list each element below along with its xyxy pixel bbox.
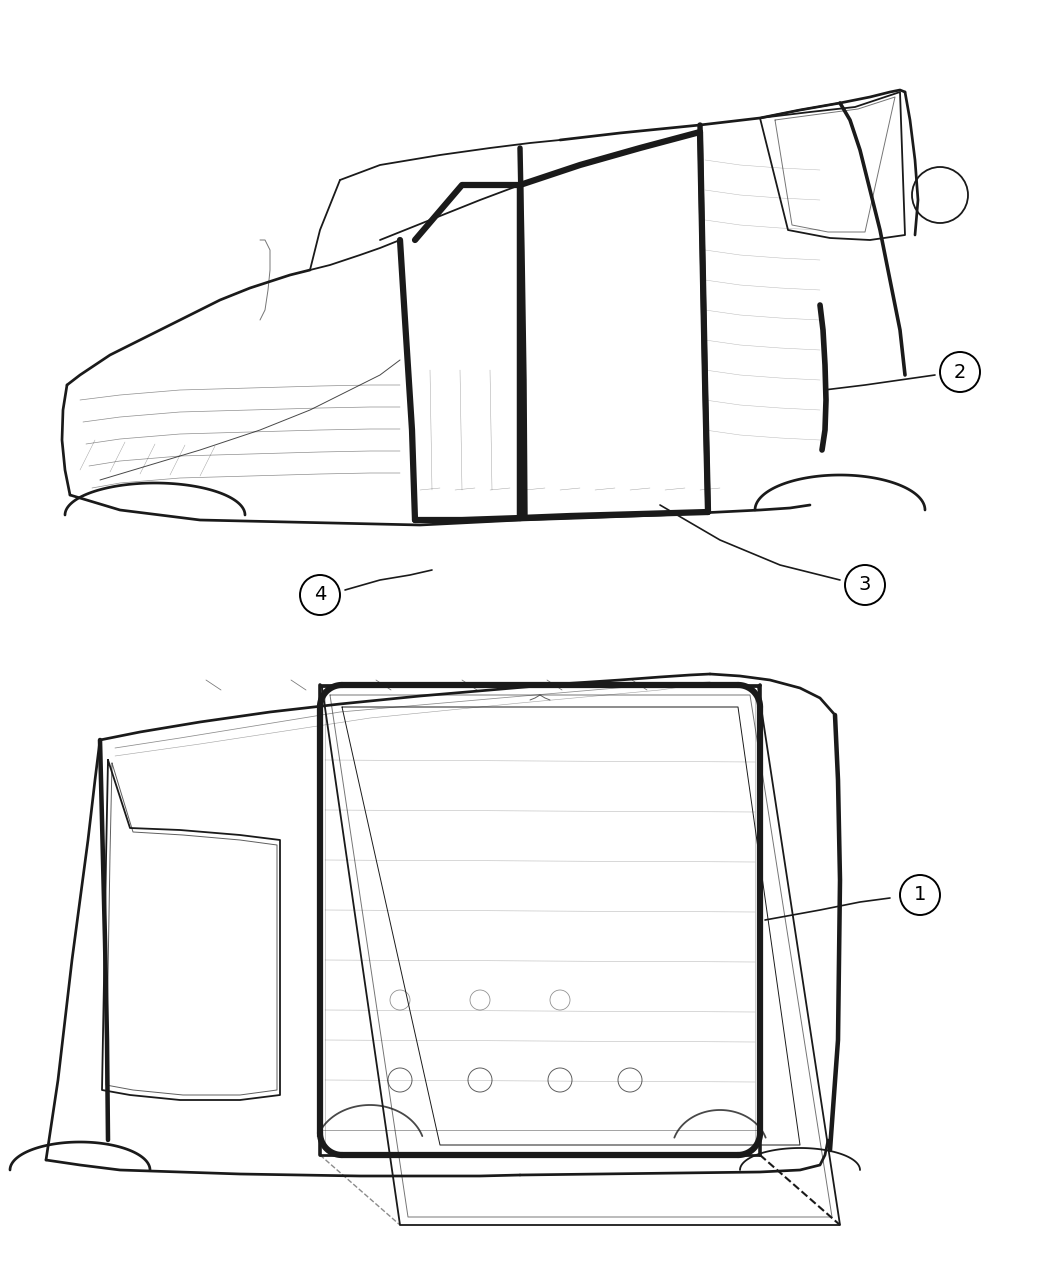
Circle shape xyxy=(845,565,885,606)
Text: 4: 4 xyxy=(314,585,327,604)
Circle shape xyxy=(900,875,940,915)
Circle shape xyxy=(300,575,340,615)
Text: 1: 1 xyxy=(914,886,926,904)
Text: 3: 3 xyxy=(859,575,872,594)
Text: 2: 2 xyxy=(953,362,966,381)
Circle shape xyxy=(940,352,980,391)
